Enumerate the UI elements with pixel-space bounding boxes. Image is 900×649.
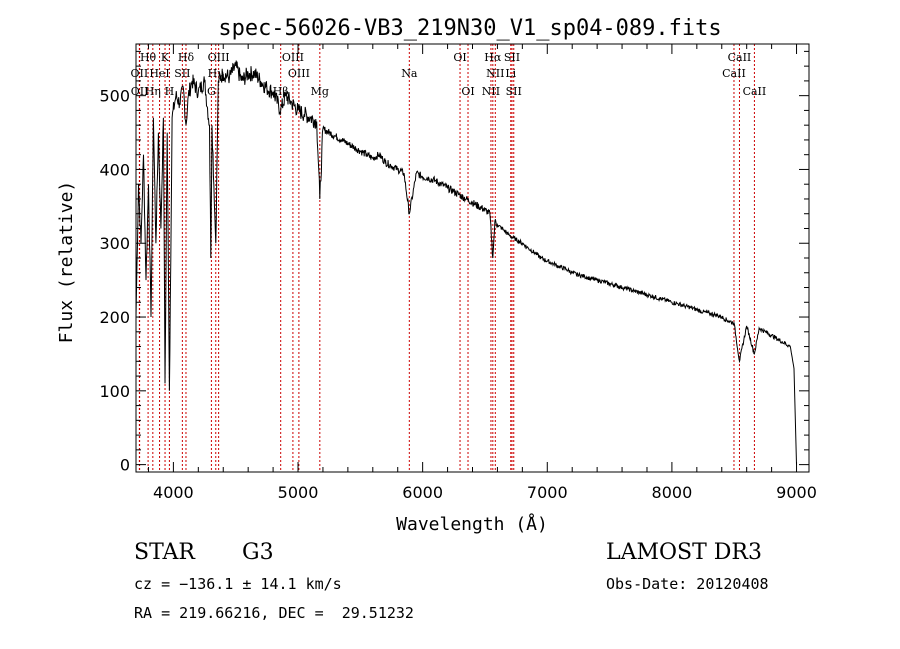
redshift-velocity: cz = −136.1 ± 14.1 km/s: [134, 575, 342, 593]
coordinates: RA = 219.66216, DEC = 29.51232: [134, 604, 414, 622]
line-label-1: K: [161, 51, 170, 64]
axis-ticks: 4000 5000 6000 7000 8000 9000 0 100 200 300 400 500: [99, 44, 817, 502]
object-subclass: G3: [242, 540, 274, 565]
y-tick-label: 100: [99, 382, 130, 401]
object-class: STAR: [134, 540, 195, 565]
line-label-17: CaII: [722, 67, 746, 80]
line-label-18: OII: [131, 85, 149, 98]
x-tick-label: 9000: [776, 483, 817, 502]
x-tick-label: 4000: [153, 483, 194, 502]
chart-title: spec-56026-VB3_219N30_V1_sp04-089.fits: [218, 16, 721, 41]
spectrum-series-line: [135, 60, 797, 465]
spectrum-chart: spec-56026-VB3_219N30_V1_sp04-089.fits H…: [56, 16, 817, 535]
x-tick-label: 7000: [527, 483, 568, 502]
plot-frame: [135, 43, 810, 473]
line-label-19: Hη: [145, 85, 161, 98]
line-label-13: OIII: [288, 67, 310, 80]
x-axis-label: Wavelength (Å): [396, 513, 548, 535]
y-tick-label: 300: [99, 234, 130, 253]
observation-date: Obs-Date: 20120408: [606, 575, 769, 593]
line-label-20: H: [165, 85, 175, 98]
x-tick-label: 8000: [652, 483, 693, 502]
y-tick-label: 400: [99, 160, 130, 179]
survey-name: LAMOST DR3: [606, 540, 762, 565]
line-label-25: NII: [482, 85, 500, 98]
line-label-8: CaII: [728, 51, 752, 64]
y-tick-label: 0: [120, 456, 130, 475]
line-label-11: SII: [174, 67, 190, 80]
line-label-27: CaII: [743, 85, 767, 98]
line-label-2: Hδ: [178, 51, 195, 64]
x-tick-label: 5000: [278, 483, 319, 502]
x-tick-label: 6000: [402, 483, 443, 502]
line-label-26: SII: [506, 85, 522, 98]
line-label-15: NII: [486, 67, 504, 80]
line-label-16: Li: [505, 67, 516, 80]
line-label-6: Hα: [484, 51, 502, 64]
line-label-4: OIII: [282, 51, 304, 64]
line-label-3: OIII: [208, 51, 230, 64]
line-label-7: SII: [504, 51, 520, 64]
y-tick-label: 200: [99, 308, 130, 327]
spectral-line-markers: [138, 44, 755, 472]
line-label-9: OII: [131, 67, 149, 80]
line-label-14: Na: [401, 67, 418, 80]
line-label-23: Mg: [311, 85, 329, 98]
y-axis-label: Flux (relative): [56, 181, 77, 344]
line-label-5: OI: [453, 51, 466, 64]
line-label-10: HeI: [149, 67, 169, 80]
line-label-0: Hθ: [140, 51, 157, 64]
line-label-24: OI: [461, 85, 474, 98]
y-tick-label: 500: [99, 87, 130, 106]
line-label-21: G: [207, 85, 216, 98]
